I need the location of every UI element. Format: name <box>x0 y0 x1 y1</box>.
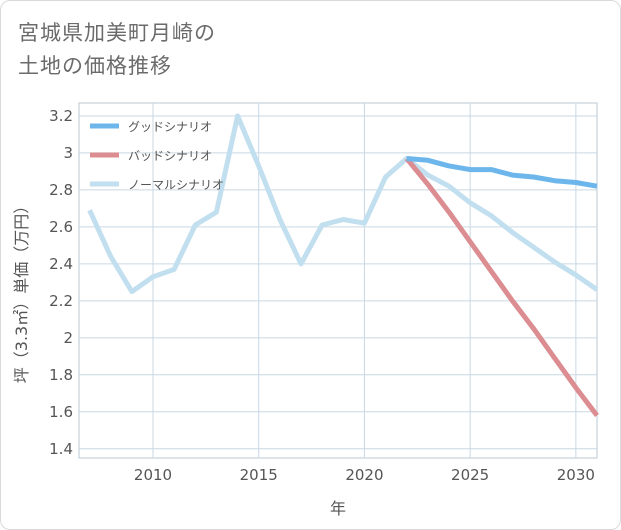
chart-title-line-2: 土地の価格推移 <box>18 54 172 78</box>
series-lines <box>87 113 599 418</box>
legend-label: グッドシナリオ <box>128 120 212 134</box>
x-tick-label: 2020 <box>345 466 383 484</box>
y-tick-label: 2.8 <box>49 181 73 199</box>
x-axis-title: 年 <box>330 499 346 518</box>
y-tick-label: 2.2 <box>49 292 73 310</box>
plot-area-border <box>78 102 598 459</box>
series-line-3 <box>87 113 599 295</box>
y-tick-label: 1.4 <box>49 440 73 458</box>
y-tick-label: 2.4 <box>49 255 73 273</box>
chart-title-line-1: 宮城県加美町月崎の <box>18 21 216 45</box>
y-tick-label: 3 <box>63 144 73 162</box>
x-tick-label: 2025 <box>451 466 489 484</box>
y-tick-label: 1.8 <box>49 366 73 384</box>
x-tick-label: 2030 <box>557 466 595 484</box>
series-line-2 <box>404 156 599 418</box>
series-line-1 <box>406 156 598 189</box>
y-tick-label: 2 <box>63 329 73 347</box>
y-tick-label: 2.6 <box>49 218 73 236</box>
y-tick-label: 1.6 <box>49 403 73 421</box>
legend-label: バッドシナリオ <box>128 149 212 163</box>
chart-title: 宮城県加美町月崎の 土地の価格推移 <box>18 17 216 83</box>
x-tick-label: 2010 <box>134 466 172 484</box>
legend-label: ノーマルシナリオ <box>128 178 224 192</box>
axes: 1.4 1.6 1.8 2 2.2 2.4 2.6 2.8 3 3.2 2010 2015 2020 20… <box>49 107 595 484</box>
y-axis-title: 坪（3.3㎡）単価（万円） <box>12 198 31 383</box>
y-tick-label: 3.2 <box>49 107 73 125</box>
x-tick-label: 2015 <box>240 466 278 484</box>
